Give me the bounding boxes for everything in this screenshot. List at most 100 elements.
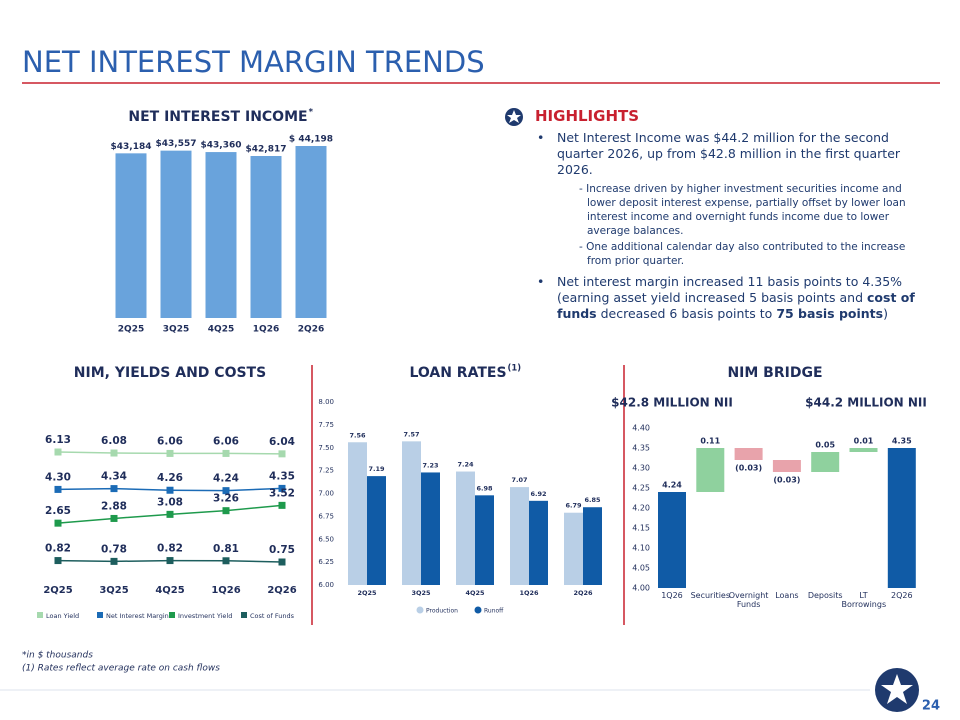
bar xyxy=(811,452,840,472)
point-marker xyxy=(166,510,174,518)
x-tick-label: 1Q26 xyxy=(253,325,279,335)
highlight-icon xyxy=(505,108,523,126)
x-tick-label: Deposits xyxy=(807,591,843,600)
y-tick-label: 4.20 xyxy=(632,504,650,513)
point-marker xyxy=(278,450,286,458)
bar xyxy=(295,146,327,318)
legend-label: Investment Yield xyxy=(178,612,232,620)
chart-title-superscript: (1) xyxy=(508,363,522,373)
y-tick-label: 7.00 xyxy=(318,490,334,498)
point-marker xyxy=(166,486,174,494)
sub-bullet: - One additional calendar day also contr… xyxy=(579,241,906,267)
value-label: 4.30 xyxy=(45,471,71,483)
bar xyxy=(205,152,237,318)
x-tick-label: 2Q26 xyxy=(298,325,324,335)
footnote: (1) Rates reflect average rate on cash f… xyxy=(22,664,220,674)
y-tick-label: 4.00 xyxy=(632,584,650,593)
bar xyxy=(160,150,192,318)
bar xyxy=(564,512,583,585)
point-marker xyxy=(110,485,118,493)
bar xyxy=(367,476,386,585)
value-label: 7.23 xyxy=(422,461,438,469)
bullet: Net Interest Income was $44.2 million fo… xyxy=(535,130,930,178)
chart-title-superscript: * xyxy=(309,107,314,117)
value-label: 6.06 xyxy=(157,435,183,447)
chart-title: NIM, YIELDS AND COSTS xyxy=(74,365,266,381)
chart-title: NIM BRIDGE xyxy=(727,365,822,381)
value-label: 6.04 xyxy=(269,436,295,448)
x-tick-label: LT Borrowings xyxy=(841,591,887,609)
value-label: $ 44,198 xyxy=(289,135,333,145)
highlights-heading: HIGHLIGHTS xyxy=(535,107,640,125)
legend-swatch xyxy=(241,612,247,618)
point-marker xyxy=(54,485,62,493)
value-label: 0.05 xyxy=(815,441,835,450)
value-label: 0.11 xyxy=(700,437,720,446)
y-tick-label: 4.25 xyxy=(632,484,650,493)
x-tick-label: 2Q26 xyxy=(891,591,913,600)
bar xyxy=(348,442,367,585)
y-tick-label: 6.25 xyxy=(318,558,334,566)
bullet: Net interest margin increased 11 basis p… xyxy=(535,274,930,322)
legend-swatch xyxy=(169,612,175,618)
bar xyxy=(849,448,878,452)
y-tick-label: 4.30 xyxy=(632,464,650,473)
y-tick-label: 4.40 xyxy=(632,424,650,433)
legend-swatch xyxy=(37,612,43,618)
bar xyxy=(772,460,801,472)
bar xyxy=(734,448,763,460)
legend-label: Runoff xyxy=(484,608,504,615)
value-label: 7.19 xyxy=(368,465,385,473)
legend-swatch xyxy=(474,606,482,614)
x-tick-label: 2Q26 xyxy=(267,585,296,596)
point-marker xyxy=(54,557,62,565)
value-label: $43,557 xyxy=(156,139,197,149)
footnote: *in $ thousands xyxy=(22,651,93,661)
value-label: 2.65 xyxy=(45,505,71,517)
bar xyxy=(696,448,725,492)
value-label: 3.26 xyxy=(213,493,239,505)
value-label: (0.03) xyxy=(735,464,762,473)
x-tick-label: 1Q26 xyxy=(211,585,240,596)
value-label: 7.56 xyxy=(349,431,366,439)
value-label: 0.75 xyxy=(269,544,295,556)
value-label: 6.13 xyxy=(45,434,71,446)
bullet-text: decreased 6 basis points to xyxy=(596,306,777,321)
bar xyxy=(115,153,147,318)
bar xyxy=(510,487,529,585)
point-marker xyxy=(222,557,230,565)
bullet-text: ) xyxy=(883,306,888,321)
point-marker xyxy=(110,557,118,565)
x-tick-label: 4Q25 xyxy=(465,589,485,597)
x-tick-label: 2Q25 xyxy=(43,585,72,596)
x-tick-label: Securities xyxy=(690,591,731,600)
y-tick-label: 6.75 xyxy=(318,512,334,520)
point-marker xyxy=(278,484,286,492)
y-tick-label: 4.10 xyxy=(632,544,650,553)
x-tick-label: 1Q26 xyxy=(661,591,683,600)
bullet-text: cost of funds xyxy=(557,290,915,321)
y-tick-label: 7.75 xyxy=(318,421,334,429)
x-tick-label: 2Q25 xyxy=(118,325,144,335)
y-tick-label: 7.25 xyxy=(318,467,334,475)
point-marker xyxy=(166,449,174,457)
sub-bullet: - Increase driven by higher investment s… xyxy=(579,183,906,237)
logo xyxy=(875,668,919,712)
point-marker xyxy=(278,558,286,566)
x-tick-label: 4Q25 xyxy=(208,325,234,335)
point-marker xyxy=(278,501,286,509)
x-tick-label: 3Q25 xyxy=(411,589,431,597)
y-tick-label: 6.50 xyxy=(318,535,334,543)
y-tick-label: 6.00 xyxy=(318,581,334,589)
value-label: 0.78 xyxy=(101,543,127,555)
y-tick-label: 4.15 xyxy=(632,524,650,533)
x-tick-label: 3Q25 xyxy=(163,325,189,335)
chart-title: LOAN RATES xyxy=(409,365,506,381)
value-label: 6.98 xyxy=(476,484,493,492)
value-label: $43,184 xyxy=(111,142,152,152)
bar xyxy=(456,471,475,585)
legend-label: Cost of Funds xyxy=(250,612,295,620)
legend-label: Production xyxy=(426,608,458,615)
point-marker xyxy=(222,449,230,457)
